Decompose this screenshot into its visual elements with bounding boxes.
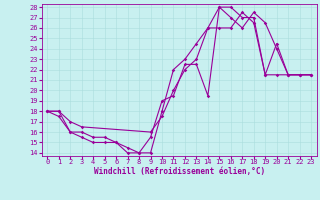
X-axis label: Windchill (Refroidissement éolien,°C): Windchill (Refroidissement éolien,°C) [94,167,265,176]
